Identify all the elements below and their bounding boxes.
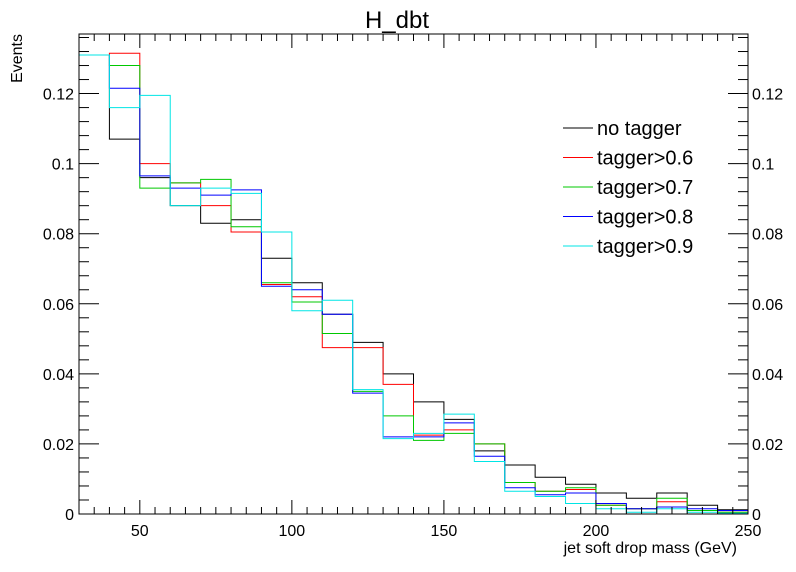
y-tick-label-left: 0	[65, 507, 74, 524]
y-tick-label-left: 0.04	[43, 367, 74, 384]
legend-label: tagger>0.7	[597, 177, 693, 199]
x-axis-title: jet soft drop mass (GeV)	[563, 540, 737, 557]
legend-label: tagger>0.9	[597, 236, 693, 258]
y-tick-label-right: 0.06	[752, 297, 783, 314]
x-tick-label: 50	[131, 523, 149, 540]
y-tick-label-left: 0.06	[43, 297, 74, 314]
y-tick-label-left: 0.12	[43, 87, 74, 104]
x-tick-label: 200	[583, 523, 610, 540]
y-tick-label-right: 0.1	[752, 157, 774, 174]
legend-label: tagger>0.8	[597, 207, 693, 229]
legend-label: tagger>0.6	[597, 148, 693, 170]
y-tick-label-right: 0.02	[752, 437, 783, 454]
x-tick-label: 100	[279, 523, 306, 540]
y-tick-label-right: 0	[752, 507, 761, 524]
plot-title: H_dbt	[365, 7, 429, 34]
legend: no tagger tagger>0.6 tagger>0.7 tagger>0.8 t…	[563, 118, 693, 258]
legend-label: no tagger	[597, 118, 682, 140]
y-tick-label-left: 0.1	[52, 157, 74, 174]
y-axis-title: Events	[9, 34, 26, 83]
x-tick-label: 150	[431, 523, 458, 540]
x-tick-label: 250	[735, 523, 762, 540]
y-tick-label-left: 0.08	[43, 227, 74, 244]
y-tick-label-left: 0.02	[43, 437, 74, 454]
y-tick-label-right: 0.04	[752, 367, 783, 384]
y-tick-label-right: 0.08	[752, 227, 783, 244]
y-tick-label-right: 0.12	[752, 87, 783, 104]
